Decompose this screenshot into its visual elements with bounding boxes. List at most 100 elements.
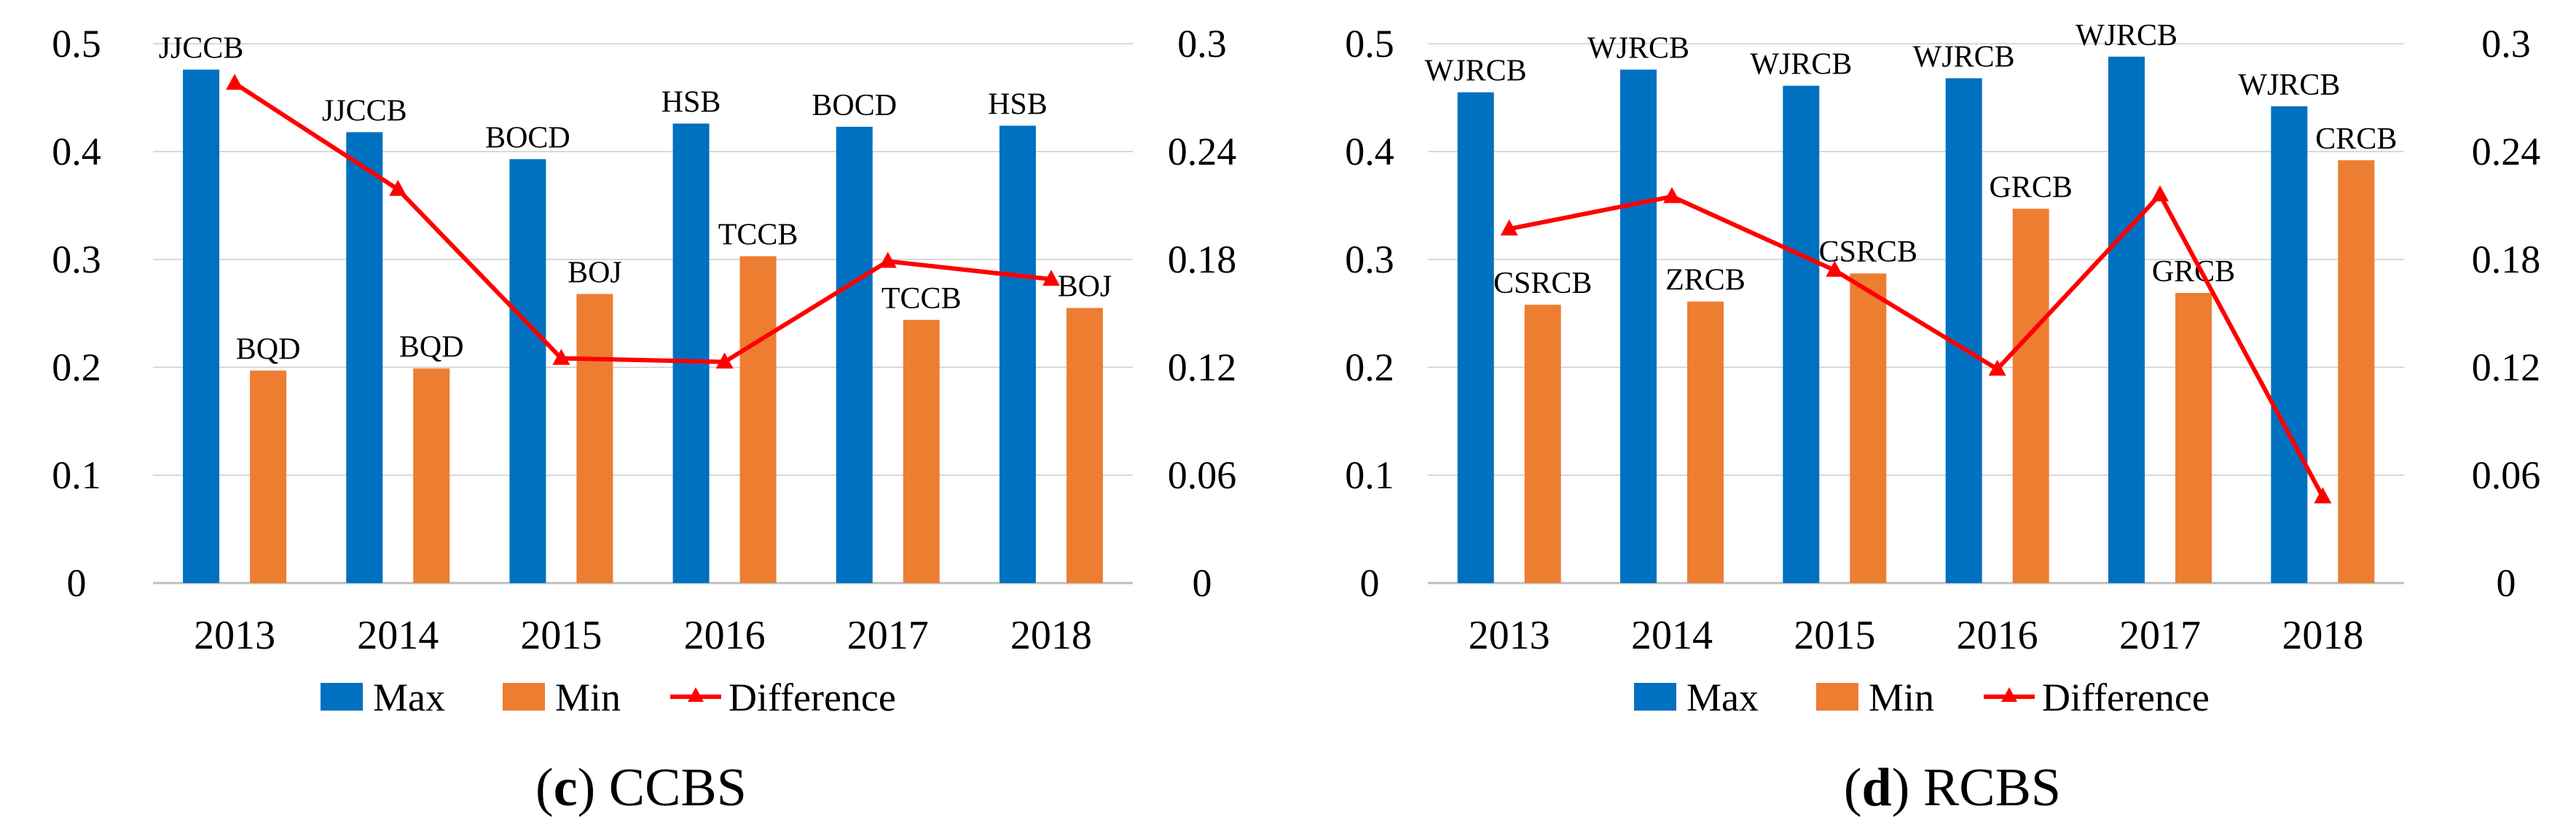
caption-paren-open: ( — [1844, 758, 1862, 818]
x-tick-label: 2013 — [1469, 613, 1550, 658]
x-tick-label: 2018 — [1010, 613, 1092, 658]
bar-max — [1783, 85, 1820, 584]
data-label-max: WJRCB — [1425, 55, 1527, 88]
y-right-tick-label: 0.3 — [1177, 22, 1227, 66]
bar-max — [1620, 69, 1657, 583]
data-label-min: TCCB — [718, 219, 798, 252]
difference-point — [1663, 187, 1681, 203]
caption-text: RCBS — [1923, 758, 2061, 818]
bar-min — [1687, 301, 1724, 583]
difference-point — [2151, 185, 2169, 202]
legend-swatch-max — [321, 683, 363, 711]
difference-line — [1509, 192, 2325, 498]
difference-point — [1500, 219, 1518, 236]
x-tick-label: 2017 — [2119, 613, 2201, 658]
y-right-tick-label: 0.24 — [1168, 130, 1237, 173]
x-tick-label: 2016 — [1957, 613, 2038, 658]
bar-min — [739, 256, 777, 583]
data-label-min: BOJ — [1058, 270, 1112, 304]
bar-min — [2012, 208, 2049, 583]
data-label-min: BOJ — [568, 256, 622, 289]
y-left-tick-label: 0 — [1360, 561, 1380, 605]
x-tick-label: 2015 — [520, 613, 602, 658]
y-left-tick-label: 0 — [67, 561, 87, 605]
bar-min — [2175, 292, 2212, 583]
y-left-tick-label: 0.5 — [1345, 22, 1394, 66]
bar-max — [1457, 92, 1494, 584]
x-tick-label: 2014 — [1631, 613, 1713, 658]
y-left-tick-label: 0.5 — [52, 22, 101, 66]
difference-point — [1988, 359, 2006, 376]
legend-label-difference: Difference — [729, 676, 896, 719]
x-tick-label: 2014 — [357, 613, 439, 658]
difference-point — [1826, 260, 1844, 277]
legend-label-min: Min — [555, 676, 621, 719]
y-right-tick-label: 0.3 — [2481, 22, 2531, 66]
difference-point — [389, 179, 407, 196]
figure-caption: (c) CCBS — [535, 758, 747, 818]
bar-max — [183, 69, 220, 583]
x-tick-label: 2016 — [684, 613, 766, 658]
caption-letter: d — [1862, 758, 1892, 818]
y-left-tick-label: 0.1 — [52, 453, 101, 497]
data-label-max: JJCCB — [159, 32, 244, 66]
legend-swatch-min — [1816, 683, 1858, 711]
data-label-min: BQD — [399, 330, 464, 364]
y-right-tick-label: 0.18 — [2472, 238, 2541, 281]
legend-swatch-min — [503, 683, 545, 711]
y-right-tick-label: 0.12 — [1168, 345, 1237, 389]
data-label-max: HSB — [988, 87, 1048, 121]
y-left-tick-label: 0.4 — [1345, 130, 1394, 173]
caption-paren-close: ) — [578, 758, 609, 818]
difference-line — [233, 81, 1052, 364]
data-label-min: ZRCB — [1665, 264, 1746, 297]
chart-panel-ccbs: 0 0.1 0.2 0.3 0.4 0.5 0 0.06 0.12 0.18 0.24 0.3 JJCC… — [52, 22, 1236, 818]
bar-min — [250, 370, 287, 583]
y-right-tick-label: 0 — [2497, 561, 2516, 605]
bar-max — [999, 125, 1036, 584]
bar-max — [672, 123, 710, 583]
y-right-tick-label: 0.06 — [1168, 453, 1237, 497]
chart-panel-rcbs: 0 0.1 0.2 0.3 0.4 0.5 0 0.06 0.12 0.18 0.24 0.3 WJRC… — [1345, 19, 2540, 818]
x-tick-label: 2018 — [2282, 613, 2363, 658]
y-left-tick-label: 0.1 — [1345, 453, 1394, 497]
data-label-max: JJCCB — [322, 94, 407, 128]
bar-min — [576, 294, 613, 583]
data-label-max: WJRCB — [1750, 48, 1852, 82]
bar-max — [2271, 106, 2308, 584]
legend-swatch-max — [1634, 683, 1676, 711]
y-left-tick-label: 0.4 — [52, 130, 101, 173]
legend-label-difference: Difference — [2042, 676, 2210, 719]
caption-paren-close: ) — [1892, 758, 1923, 818]
bar-max — [836, 126, 873, 583]
data-label-min: CSRCB — [1493, 267, 1592, 300]
data-label-max: WJRCB — [1913, 40, 2015, 74]
data-label-max: BOCD — [485, 121, 570, 155]
y-right-tick-label: 0.18 — [1168, 238, 1237, 281]
legend-marker-difference — [2001, 687, 2017, 702]
bar-min — [1524, 305, 1561, 583]
bar-min — [2338, 160, 2375, 584]
legend-label-min: Min — [1869, 676, 1934, 719]
data-label-min: CRCB — [2315, 122, 2397, 156]
y-left-tick-label: 0.2 — [52, 345, 101, 389]
figure-caption: (d) RCBS — [1844, 758, 2061, 818]
bar-max — [509, 159, 546, 584]
data-label-max: WJRCB — [2238, 69, 2340, 102]
data-label-max: WJRCB — [2076, 19, 2178, 52]
y-right-tick-label: 0.24 — [2472, 130, 2541, 173]
legend-label-max: Max — [1686, 676, 1759, 719]
y-left-tick-label: 0.3 — [52, 238, 101, 281]
y-right-tick-label: 0 — [1193, 561, 1212, 605]
bar-max — [346, 132, 383, 584]
legend: Max Min Difference — [1634, 676, 2210, 719]
bar-min — [903, 319, 940, 583]
x-tick-label: 2013 — [194, 613, 275, 658]
x-tick-label: 2015 — [1794, 613, 1875, 658]
bar-min — [1850, 273, 1887, 583]
difference-point — [226, 74, 244, 90]
data-label-max: BOCD — [812, 89, 897, 122]
y-left-tick-label: 0.2 — [1345, 345, 1394, 389]
caption-text: CCBS — [609, 758, 747, 818]
